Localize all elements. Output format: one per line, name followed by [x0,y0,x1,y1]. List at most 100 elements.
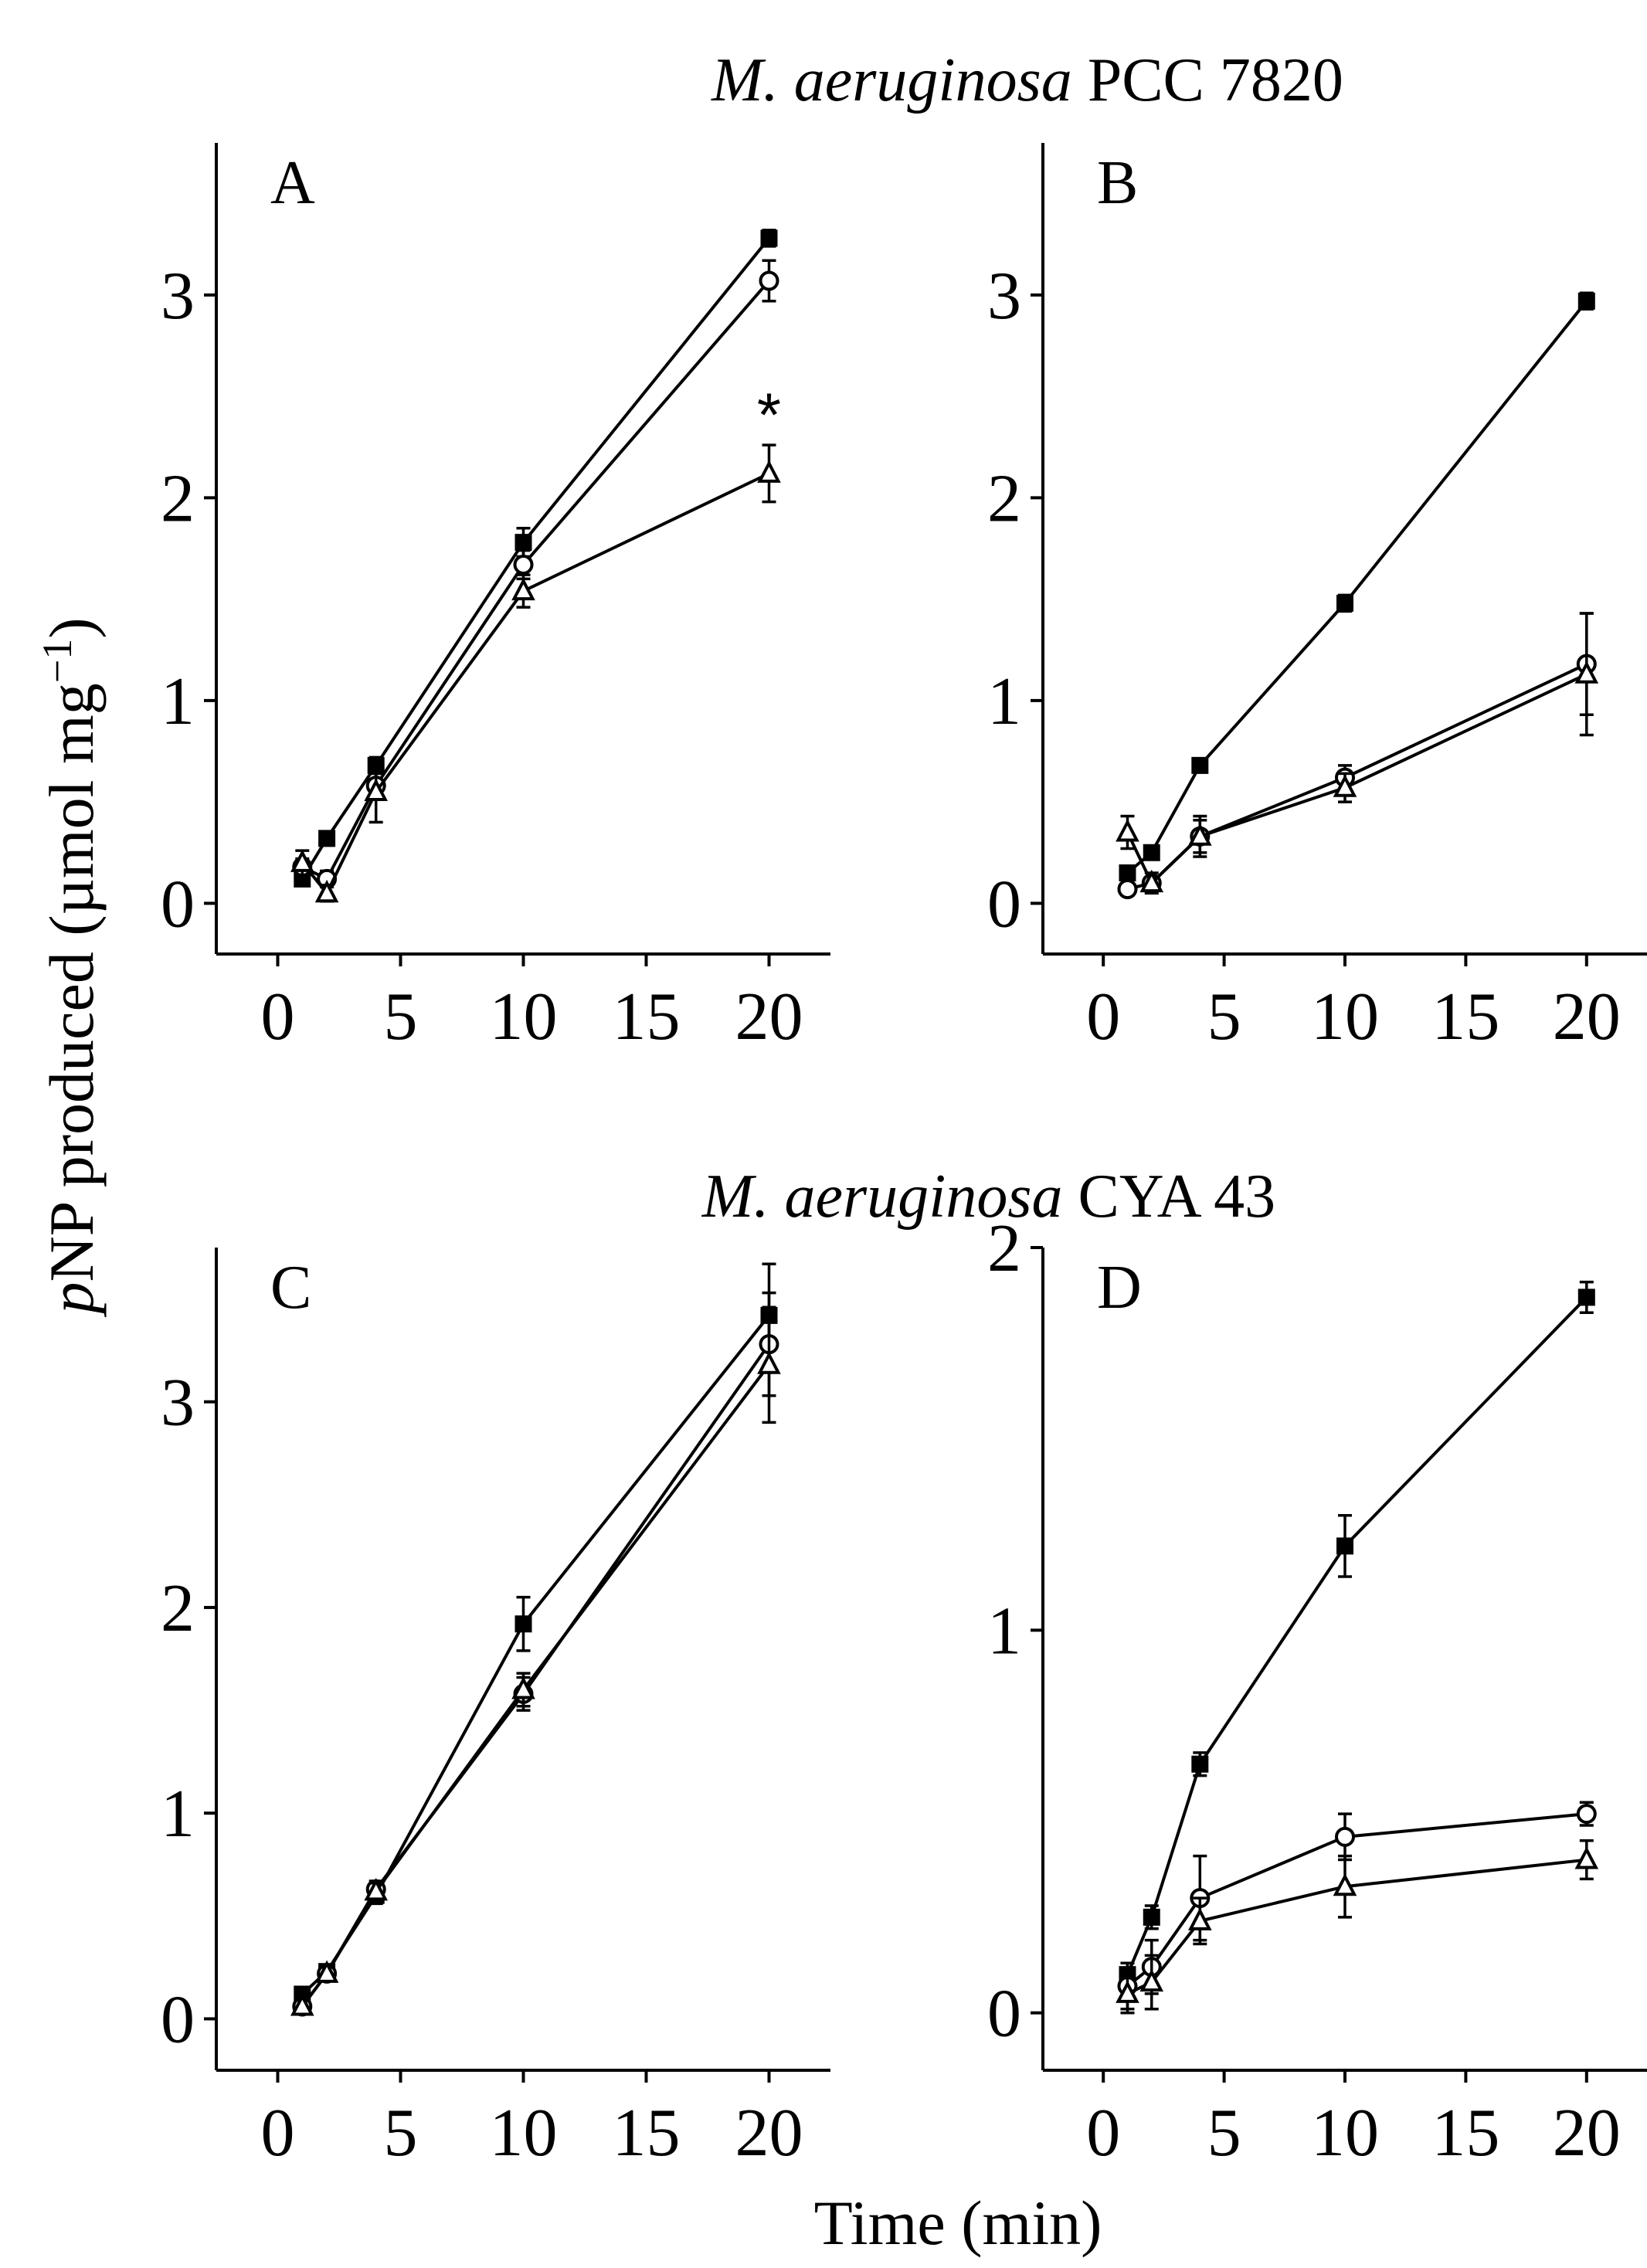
panel-a-series-3-point [511,577,535,601]
panel-b-series-1-point [1336,594,1353,612]
panel-d-x-tick-label: 20 [1553,2096,1621,2171]
panel-b-series-3-point [1139,869,1164,893]
panel-a-series-3-line [301,472,770,896]
panel-c: 0 1 2 3 0 5 10 15 20 C [161,1248,830,2171]
panel-d-series-1-point [1577,1288,1595,1306]
panel-d-series-1-point [1191,1755,1209,1773]
panel-b-series-2-point [1117,879,1138,899]
panel-a-significance-mark: * [757,380,781,449]
panel-b-y-tick-label: 2 [987,461,1021,536]
panel-a-y-tick-label: 3 [161,259,195,334]
y-axis-label: pNP produced (µmol mg−1) [34,617,107,1317]
panel-c-y-tick-label: 1 [161,1777,195,1852]
panel-a-series-1-point [318,830,336,847]
panel-b-y-tick-label: 3 [987,259,1021,334]
panel-b-series-2 [1117,612,1597,899]
panel-a-series-3-point [314,879,339,903]
panel-c-series-3 [290,1305,781,2016]
x-axis-label: Time (min) [814,2188,1102,2258]
panel-c-x-tick-label: 10 [490,2096,558,2171]
panel-c-series-3-point [290,1993,314,2016]
panel-b-series-3-point [1333,774,1357,797]
panel-a-x-tick-label: 0 [261,980,295,1054]
panel-b-series-3-point [1574,660,1599,684]
panel-d-series-3-point [1139,1968,1164,1992]
panel-c-y-tick-label: 0 [161,1982,195,2057]
panel-a-x-tick-label: 20 [735,980,803,1054]
panel-d-y-tick-label: 2 [987,1211,1021,1286]
panel-b-x-tick-label: 15 [1431,980,1499,1054]
panel-d-series-1-point [1143,1908,1160,1926]
panel-a-series-2-point [513,555,534,575]
panel-c-series-3-line [301,1363,771,2008]
panel-d-series-1-point [1336,1537,1353,1555]
panel-a-x-tick-label: 5 [384,980,418,1054]
panel-b-series-3-point [1188,823,1212,846]
panel-a-x-tick-label: 15 [613,980,681,1054]
group-title-bottom: M. aeruginosa CYA 43 [701,1163,1275,1231]
panel-a-series-2 [292,259,779,889]
panel-d-x-tick-label: 15 [1431,2096,1499,2171]
panel-b: 0 1 2 3 0 5 10 15 20 B [987,143,1647,1054]
panel-d-series-3-point [1333,1872,1357,1896]
panel-b-x-tick-label: 20 [1553,980,1621,1054]
panel-c-series-3-point [314,1960,339,1983]
panel-a-y-tick-label: 2 [161,461,195,536]
panel-b-series-3-point [1116,819,1139,842]
panel-a-series-3-point [757,460,781,483]
panel-a-y-tick-label: 1 [161,664,195,739]
panel-b-series-1 [1119,291,1595,881]
panel-d-series-1 [1119,1280,1595,1988]
panel-d-series-2-point [1335,1826,1355,1847]
panel-a-series-1-point [760,229,778,247]
panel-c-series-3-point [757,1351,781,1374]
group-title-top: M. aeruginosa PCC 7820 [711,46,1343,114]
panel-b-x-tick-label: 10 [1311,980,1379,1054]
panel-c-series-3-point [364,1878,388,1901]
panel-c-x-tick-label: 0 [261,2096,295,2171]
panel-d-y-tick-label: 1 [987,1594,1021,1669]
panel-a-y-tick-label: 0 [161,867,195,942]
panel-d-x-tick-label: 0 [1086,2096,1120,2171]
panel-d-series-1-line [1126,1296,1588,1975]
panel-b-series-1-point [1143,844,1160,861]
panel-d-series-3 [1116,1839,1599,2015]
panel-d-series-3-point [1574,1846,1599,1869]
panel-a-series-3-point [364,778,388,801]
panel-a-letter: A [270,149,315,217]
panel-a-series-3-point [290,849,314,872]
panel-c-x-tick-label: 5 [384,2096,418,2171]
panel-c-series-1-point [514,1615,532,1633]
panel-d-series-2 [1117,1801,1597,2011]
panel-c-y-tick-label: 2 [161,1571,195,1646]
panel-b-y-tick-label: 1 [987,664,1021,739]
panel-b-letter: B [1097,149,1138,217]
panel-b-series-3 [1116,612,1599,895]
panel-d-series-3-point [1116,1980,1139,2003]
panel-d-letter: D [1097,1254,1142,1322]
panel-b-series-1-line [1126,300,1588,874]
panel-a-series-1-point [514,534,532,552]
panel-c-series-3-point [511,1676,535,1699]
panel-c-y-tick-label: 3 [161,1366,195,1441]
panel-b-y-tick-label: 0 [987,867,1021,942]
panel-d-x-tick-label: 5 [1207,2096,1241,2171]
panel-a-series-2-point [759,270,779,291]
panel-b-series-1-point [1119,864,1136,881]
panel-c-letter: C [270,1254,311,1322]
panel-d-series-3-point [1188,1907,1212,1930]
panel-b-series-1-point [1191,756,1209,774]
panel-d-series-2-point [1576,1804,1597,1825]
panel-c-x-tick-label: 20 [735,2096,803,2171]
panel-a-x-tick-label: 10 [490,980,558,1054]
panel-b-series-1-point [1577,292,1595,310]
panel-a-series-1 [294,229,778,888]
panel-c-x-tick-label: 15 [613,2096,681,2171]
panel-b-x-tick-label: 5 [1207,980,1241,1054]
panel-d-x-tick-label: 10 [1311,2096,1379,2171]
panel-a: 0 1 2 3 0 5 10 15 20 A * [161,143,830,1054]
panel-a-series-3 [290,443,781,903]
